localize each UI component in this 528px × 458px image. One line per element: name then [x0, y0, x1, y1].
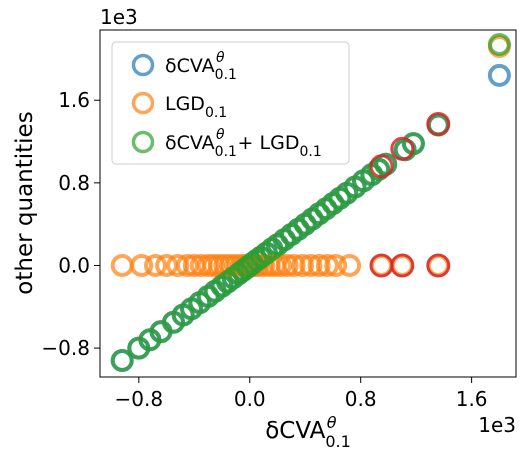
series-1-point	[291, 254, 314, 277]
y-tick-label: 1.6	[58, 88, 90, 112]
series-0-point	[487, 63, 511, 87]
series-1-point	[315, 254, 339, 277]
series-1-point	[110, 254, 134, 277]
x-axis: −0.8 0.0 0.8 1.6	[115, 377, 488, 411]
legend: δCVA0.1θ LGD0.1 δCVA0.1θ + LGD0.1	[111, 41, 350, 165]
highlight-point	[390, 253, 415, 278]
y-offset-label: 1e3	[100, 5, 138, 29]
y-tick-label: 0.0	[58, 253, 90, 277]
highlighted-points	[369, 112, 451, 278]
legend-label-delta-cva: δCVA0.1θ	[165, 50, 237, 83]
series-1-point	[307, 254, 331, 277]
legend-marker-green	[131, 130, 155, 154]
x-tick-label: 1.6	[456, 387, 488, 411]
x-tick-label: −0.8	[115, 387, 164, 411]
series-2-point	[487, 33, 511, 56]
y-tick-label: 0.8	[58, 171, 90, 195]
series-2-point	[374, 152, 398, 176]
x-axis-label: δCVA0.1θ	[265, 413, 351, 451]
series-2-point	[110, 349, 134, 372]
y-tick-label: −0.8	[41, 336, 90, 360]
series-1-point	[130, 254, 154, 277]
plot-points	[110, 33, 511, 372]
highlight-point	[369, 154, 394, 179]
legend-label-sum: δCVA0.1θ + LGD0.1	[165, 127, 322, 160]
legend-marker-orange	[131, 91, 155, 115]
legend-frame	[111, 41, 350, 165]
series-1-point	[324, 254, 348, 277]
series-1-point	[282, 254, 306, 277]
series-2	[110, 33, 511, 372]
highlight-point	[369, 253, 394, 278]
x-tick-label: 0.0	[234, 387, 266, 411]
highlight-point	[390, 136, 415, 161]
series-1-point	[275, 254, 299, 277]
y-axis-label: other quantities	[12, 111, 38, 294]
series-1-point	[166, 254, 190, 277]
series-1-point	[338, 254, 362, 277]
legend-marker-blue	[131, 53, 155, 77]
x-tick-label: 0.8	[345, 387, 377, 411]
series-1-point	[299, 254, 323, 277]
series-1-point	[144, 254, 167, 277]
x-offset-label: 1e3	[478, 413, 516, 437]
legend-label-lgd: LGD0.1	[165, 93, 227, 121]
highlight-point	[426, 253, 451, 278]
y-axis: −0.8 0.0 0.8 1.6	[41, 88, 100, 360]
plot-frame	[99, 29, 517, 378]
highlight-point	[426, 112, 451, 136]
